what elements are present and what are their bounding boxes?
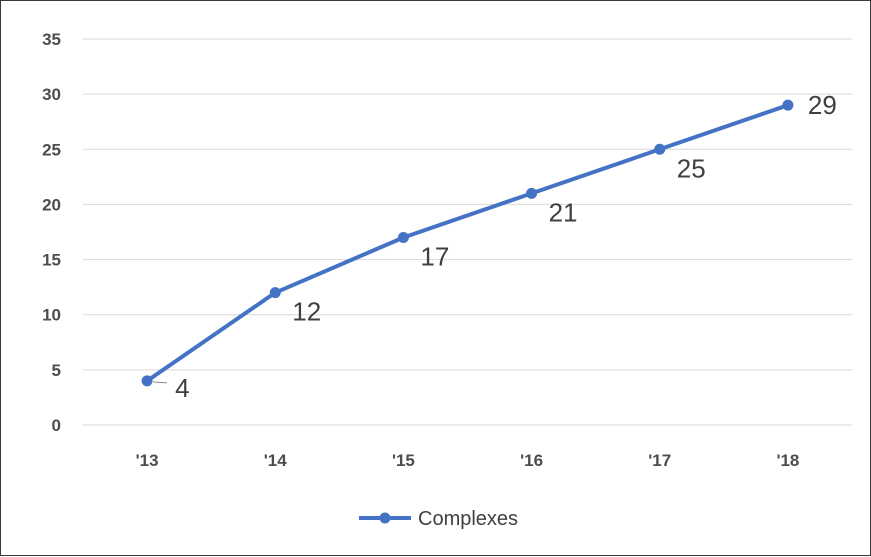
x-axis-ticks: '13 '14 '15 '16 '17 '18 [136, 451, 800, 470]
y-tick-label: 20 [42, 195, 61, 214]
y-tick-label: 5 [52, 361, 61, 380]
y-tick-label: 30 [42, 85, 61, 104]
x-tick-label: '13 [136, 451, 159, 470]
legend-label: Complexes [418, 508, 518, 530]
gridlines [83, 39, 852, 425]
x-tick-label: '15 [392, 451, 415, 470]
x-tick-label: '17 [648, 451, 671, 470]
legend: Complexes [359, 508, 518, 530]
x-tick-label: '18 [776, 451, 799, 470]
y-tick-label: 35 [42, 30, 61, 49]
data-label: 21 [549, 197, 578, 227]
y-tick-label: 25 [42, 140, 61, 159]
data-point [654, 144, 665, 155]
data-point [782, 100, 793, 111]
data-point [142, 375, 153, 386]
series-complexes [142, 100, 794, 387]
x-tick-label: '16 [520, 451, 543, 470]
series-line [147, 105, 788, 381]
data-label: 4 [175, 373, 189, 403]
y-tick-label: 10 [42, 306, 61, 325]
data-point [526, 188, 537, 199]
x-tick-label: '14 [264, 451, 287, 470]
y-tick-label: 15 [42, 251, 61, 270]
y-tick-label: 0 [52, 416, 61, 435]
y-axis-ticks: 0 5 10 15 20 25 30 35 [42, 30, 61, 435]
data-label: 17 [420, 242, 449, 272]
data-labels: 4 12 17 21 25 29 [153, 90, 837, 403]
data-label: 12 [292, 297, 321, 327]
data-label: 29 [808, 90, 837, 120]
data-point [270, 287, 281, 298]
data-label-leader-line [153, 382, 167, 383]
data-point [398, 232, 409, 243]
data-label: 25 [677, 153, 706, 183]
legend-marker [380, 513, 391, 524]
